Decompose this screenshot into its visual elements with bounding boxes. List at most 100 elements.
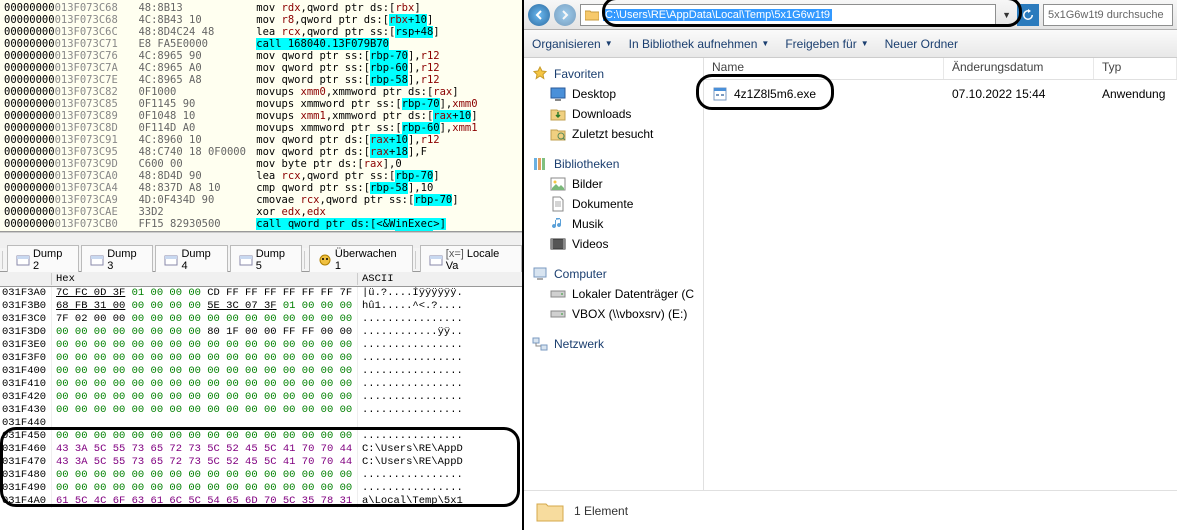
- sidebar-icon: [550, 306, 566, 322]
- tab-icon: [90, 253, 104, 267]
- disasm-row[interactable]: 00000000013F073CA9 4D:0F434D 90 cmovae r…: [4, 194, 518, 206]
- hex-row[interactable]: 031F42000 00 00 00 00 00 00 00 00 00 00 …: [0, 391, 522, 404]
- chevron-down-icon: ▼: [761, 39, 769, 48]
- explorer-sidebar: FavoritenDesktopDownloadsZuletzt besucht…: [524, 58, 704, 490]
- disasm-row[interactable]: 00000000013F073CAE 33D2 xor edx,edx: [4, 206, 518, 218]
- tab-icon: [429, 253, 443, 267]
- disasm-row[interactable]: 00000000013F073C8D 0F114D A0 movups xmmw…: [4, 122, 518, 134]
- explorer-toolbar: C:\Users\RE\AppData\Local\Temp\5x1G6w1t9…: [524, 0, 1177, 30]
- sidebar-item[interactable]: Dokumente: [524, 194, 703, 214]
- sidebar-icon: [550, 196, 566, 212]
- sidebar-icon: [550, 216, 566, 232]
- hex-row[interactable]: 031F4A061 5C 4C 6F 63 61 6C 5C 54 65 6D …: [0, 495, 522, 508]
- sidebar-icon: [550, 86, 566, 102]
- sidebar-icon: [532, 336, 548, 352]
- hex-row[interactable]: 031F3B068 FB 31 00 00 00 00 00 5E 3C 07 …: [0, 300, 522, 313]
- hex-dump-view[interactable]: 031F3A07C FC 0D 3F 01 00 00 00 CD FF FF …: [0, 287, 522, 530]
- sidebar-icon: [550, 286, 566, 302]
- col-date[interactable]: Änderungsdatum: [944, 58, 1094, 79]
- hex-row[interactable]: 031F3A07C FC 0D 3F 01 00 00 00 CD FF FF …: [0, 287, 522, 300]
- dump-tab[interactable]: Dump 5: [230, 245, 302, 275]
- dump-tab[interactable]: Überwachen 1: [309, 245, 413, 275]
- dump-tab[interactable]: Dump 3: [81, 245, 153, 275]
- sidebar-icon: [550, 176, 566, 192]
- sidebar-item[interactable]: Videos: [524, 234, 703, 254]
- menu-organize[interactable]: Organisieren▼: [532, 37, 613, 51]
- disasm-row[interactable]: 00000000013F073C68 4C:8B43 10 mov r8,qwo…: [4, 14, 518, 26]
- dump-tab[interactable]: Dump 4: [155, 245, 227, 275]
- hex-row[interactable]: 031F45000 00 00 00 00 00 00 00 00 00 00 …: [0, 430, 522, 443]
- col-name[interactable]: Name: [704, 58, 944, 79]
- explorer-menu: Organisieren▼ In Bibliothek aufnehmen▼ F…: [524, 30, 1177, 58]
- sidebar-item[interactable]: Downloads: [524, 104, 703, 124]
- disasm-row[interactable]: 00000000013F073C7E 4C:8965 A8 mov qword …: [4, 74, 518, 86]
- menu-share[interactable]: Freigeben für▼: [785, 37, 868, 51]
- sidebar-item[interactable]: Musik: [524, 214, 703, 234]
- hex-row[interactable]: 031F3C07F 02 00 00 00 00 00 00 00 00 00 …: [0, 313, 522, 326]
- sidebar-icon: [550, 106, 566, 122]
- disasm-row[interactable]: 00000000013F073C95 48:C740 18 0F0000 mov…: [4, 146, 518, 158]
- tab-icon: [16, 253, 30, 267]
- hex-row[interactable]: 031F3D000 00 00 00 00 00 00 00 80 1F 00 …: [0, 326, 522, 339]
- status-bar: 1 Element: [524, 490, 1177, 530]
- sidebar-head[interactable]: Favoriten: [524, 64, 703, 84]
- sidebar-item[interactable]: Desktop: [524, 84, 703, 104]
- address-bar[interactable]: C:\Users\RE\AppData\Local\Temp\5x1G6w1t9: [580, 4, 996, 26]
- sidebar-group: Netzwerk: [524, 334, 703, 354]
- sidebar-icon: [532, 66, 548, 82]
- sidebar-item[interactable]: Lokaler Datenträger (C: [524, 284, 703, 304]
- tab-icon: [239, 253, 253, 267]
- disasm-row[interactable]: 00000000013F073C71 E8 FA5E0000 call 1680…: [4, 38, 518, 50]
- disasm-row[interactable]: 00000000013F073C82 0F1000 movups xmm0,xm…: [4, 86, 518, 98]
- sidebar-head[interactable]: Bibliotheken: [524, 154, 703, 174]
- hex-row[interactable]: 031F43000 00 00 00 00 00 00 00 00 00 00 …: [0, 404, 522, 417]
- disasm-row[interactable]: 00000000013F073C6C 48:8D4C24 48 lea rcx,…: [4, 26, 518, 38]
- hex-row[interactable]: 031F440: [0, 417, 522, 430]
- forward-button[interactable]: [554, 4, 576, 26]
- hex-row[interactable]: 031F40000 00 00 00 00 00 00 00 00 00 00 …: [0, 365, 522, 378]
- disasm-row[interactable]: 00000000013F073C9D C600 00 mov byte ptr …: [4, 158, 518, 170]
- disasm-row[interactable]: 00000000013F073C85 0F1145 90 movups xmmw…: [4, 98, 518, 110]
- disasm-row[interactable]: 00000000013F073CA0 48:8D4D 90 lea rcx,qw…: [4, 170, 518, 182]
- menu-library[interactable]: In Bibliothek aufnehmen▼: [629, 37, 770, 51]
- explorer-list: Name Änderungsdatum Typ 4z1Z8l5m6.exe07.…: [704, 58, 1177, 490]
- list-header: Name Änderungsdatum Typ: [704, 58, 1177, 80]
- disassembly-view[interactable]: 00000000013F073C68 48:8B13 mov rdx,qword…: [0, 0, 522, 232]
- menu-newfolder[interactable]: Neuer Ordner: [885, 37, 958, 51]
- explorer-body: FavoritenDesktopDownloadsZuletzt besucht…: [524, 58, 1177, 490]
- chevron-down-icon: ▼: [605, 39, 613, 48]
- sidebar-item[interactable]: VBOX (\\vboxsrv) (E:): [524, 304, 703, 324]
- sidebar-head[interactable]: Netzwerk: [524, 334, 703, 354]
- disasm-row[interactable]: 00000000013F073C76 4C:8965 90 mov qword …: [4, 50, 518, 62]
- hex-row[interactable]: 031F49000 00 00 00 00 00 00 00 00 00 00 …: [0, 482, 522, 495]
- disasm-row[interactable]: 00000000013F073C89 0F1048 10 movups xmm1…: [4, 110, 518, 122]
- disasm-row[interactable]: 00000000013F073C7A 4C:8965 A0 mov qword …: [4, 62, 518, 74]
- hex-row[interactable]: 031F3F000 00 00 00 00 00 00 00 00 00 00 …: [0, 352, 522, 365]
- sidebar-head[interactable]: Computer: [524, 264, 703, 284]
- dropdown-icon[interactable]: ▼: [1000, 10, 1013, 20]
- disasm-row[interactable]: 00000000013F073CB0 FF15 82930500 call qw…: [4, 218, 518, 230]
- hex-row[interactable]: 031F41000 00 00 00 00 00 00 00 00 00 00 …: [0, 378, 522, 391]
- back-button[interactable]: [528, 4, 550, 26]
- search-input[interactable]: 5x1G6w1t9 durchsuche: [1043, 4, 1173, 26]
- col-type[interactable]: Typ: [1094, 58, 1177, 79]
- disasm-row[interactable]: 00000000013F073C68 48:8B13 mov rdx,qword…: [4, 2, 518, 14]
- sidebar-item[interactable]: Bilder: [524, 174, 703, 194]
- sidebar-item[interactable]: Zuletzt besucht: [524, 124, 703, 144]
- folder-icon: [536, 499, 564, 523]
- hex-row[interactable]: 031F3E000 00 00 00 00 00 00 00 00 00 00 …: [0, 339, 522, 352]
- address-path: C:\Users\RE\AppData\Local\Temp\5x1G6w1t9: [603, 9, 832, 21]
- sidebar-icon: [550, 126, 566, 142]
- disasm-row[interactable]: 00000000013F073CA4 48:837D A8 10 cmp qwo…: [4, 182, 518, 194]
- hex-row[interactable]: 031F46043 3A 5C 55 73 65 72 73 5C 52 45 …: [0, 443, 522, 456]
- disasm-row[interactable]: 00000000013F073C91 4C:8960 10 mov qword …: [4, 134, 518, 146]
- exe-icon: [712, 86, 728, 102]
- file-row[interactable]: 4z1Z8l5m6.exe07.10.2022 15:44Anwendung: [704, 84, 1177, 104]
- hex-row[interactable]: 031F48000 00 00 00 00 00 00 00 00 00 00 …: [0, 469, 522, 482]
- hex-row[interactable]: 031F47043 3A 5C 55 73 65 72 73 5C 52 45 …: [0, 456, 522, 469]
- sidebar-icon: [532, 266, 548, 282]
- hex-col-hex: Hex: [52, 273, 358, 285]
- dump-tab[interactable]: [x=] Locale Va: [420, 245, 522, 275]
- dump-tab[interactable]: Dump 2: [7, 245, 79, 275]
- refresh-button[interactable]: [1017, 4, 1039, 26]
